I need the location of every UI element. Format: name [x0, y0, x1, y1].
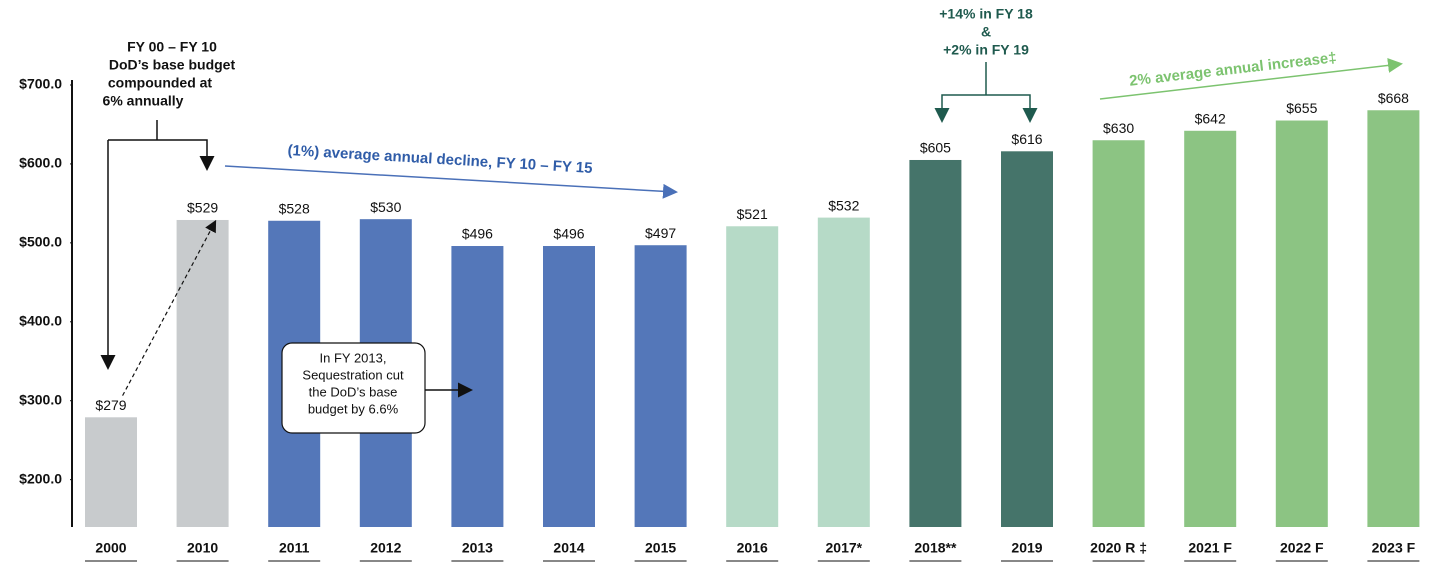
x-tick-label: 2017* [826, 540, 863, 556]
value-label-bg [734, 204, 770, 223]
value-label: $279 [95, 397, 126, 413]
value-label: $530 [370, 199, 401, 215]
sequestration-annotation: In FY 2013, Sequestration cut the DoD’s … [281, 342, 473, 434]
bar [85, 417, 137, 527]
x-tick-label: 2019 [1011, 540, 1042, 556]
x-tick-label: 2020 R ‡ [1090, 540, 1147, 556]
value-label-bg [185, 198, 221, 217]
value-label: $655 [1286, 100, 1317, 116]
bar [176, 219, 229, 528]
x-tick-label: 2010 [187, 540, 218, 556]
value-label-bg [1009, 130, 1045, 149]
y-tick-label: $700.0 [19, 76, 62, 92]
y-tick-label: $400.0 [19, 312, 62, 328]
value-label: $532 [828, 197, 859, 213]
value-label-bg [1284, 99, 1320, 118]
x-tick-label: 2013 [462, 540, 493, 556]
value-label-bg [826, 196, 862, 215]
x-tick-label: 2011 [279, 540, 310, 556]
annotation-line: 6% annually [103, 93, 184, 109]
annotation-line: FY 00 – FY 10 [127, 39, 217, 55]
decline-annotation: (1%) average annual decline, FY 10 – FY … [224, 142, 678, 199]
annotation-line: compounded at [108, 75, 213, 91]
bar [1092, 140, 1145, 527]
value-label-bg [368, 197, 404, 216]
bar [1001, 151, 1053, 528]
x-tick-label: 2018** [914, 540, 957, 556]
y-tick-label: $200.0 [19, 470, 62, 486]
bar [634, 245, 687, 527]
x-tick-label: 2012 [370, 540, 401, 556]
x-tick-label: 2016 [737, 540, 768, 556]
annotation-line: budget by 6.6% [308, 401, 399, 416]
x-tick-label: 2022 F [1280, 540, 1324, 556]
value-label: $605 [920, 140, 951, 156]
x-tick-label: 2015 [645, 540, 676, 556]
annotation-line: +14% in FY 18 [939, 6, 1033, 22]
value-label-bg [1375, 88, 1412, 107]
value-label: $529 [187, 200, 218, 216]
annotation-line: DoD’s base budget [109, 57, 236, 73]
value-label: $496 [462, 226, 493, 242]
value-label-bg [276, 199, 312, 218]
annotation-line: the DoD’s base [309, 384, 398, 399]
value-label-bg [93, 395, 129, 414]
annotation-line: & [981, 24, 991, 40]
y-tick-label: $600.0 [19, 155, 62, 171]
x-tick-label: 2000 [95, 540, 126, 556]
value-label: $497 [645, 225, 676, 241]
value-label-bg [1101, 118, 1137, 137]
y-tick-label: $500.0 [19, 234, 62, 250]
value-label: $521 [737, 206, 768, 222]
bar [1275, 120, 1328, 528]
bar [451, 246, 504, 527]
annotation-line: Sequestration cut [302, 367, 404, 382]
value-label-bg [1192, 109, 1228, 128]
annotation-line: +2% in FY 19 [943, 42, 1029, 58]
bar [543, 246, 595, 527]
bar [1184, 130, 1237, 527]
bar [909, 159, 962, 527]
value-label-bg [917, 138, 954, 157]
y-tick-label: $300.0 [19, 391, 62, 407]
x-tick-label: 2014 [553, 540, 584, 556]
value-label: $630 [1103, 120, 1134, 136]
x-tick-label: 2021 F [1188, 540, 1232, 556]
bar [1367, 110, 1420, 527]
compound-annotation: FY 00 – FY 10 DoD’s base budget compound… [100, 39, 236, 409]
annotation-line: In FY 2013, [320, 350, 387, 365]
value-label-bg [551, 224, 587, 243]
bars [85, 110, 1420, 528]
value-label-bg [643, 223, 679, 242]
value-label: $642 [1195, 110, 1226, 126]
increase-annotation: 2% average annual increase‡ [1099, 49, 1403, 100]
bar [817, 217, 870, 527]
value-label-bg [459, 224, 496, 243]
value-label: $616 [1011, 131, 1042, 147]
increase-18-19-annotation: +14% in FY 18 & +2% in FY 19 [934, 6, 1038, 123]
value-label: $528 [279, 200, 310, 216]
value-label: $496 [553, 226, 584, 242]
x-tick-label: 2023 F [1372, 540, 1416, 556]
bar [726, 226, 779, 527]
value-label: $668 [1378, 90, 1409, 106]
